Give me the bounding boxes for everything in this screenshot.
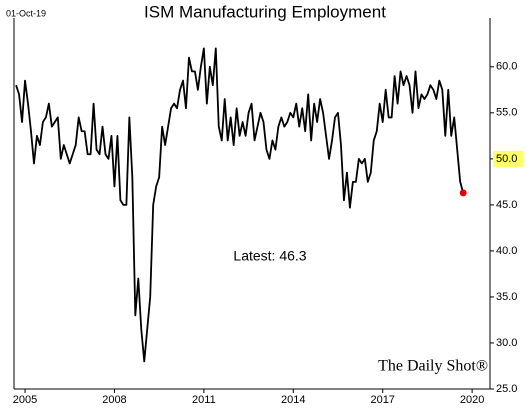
y-tick-label: 45.0 (496, 199, 517, 211)
y-tick-label: 30.0 (496, 337, 517, 349)
y-tick-label: 40.0 (496, 245, 517, 257)
x-tick-label: 2017 (370, 394, 394, 406)
annotation: Latest: 46.3 (233, 248, 306, 264)
y-tick-label: 50.0 (496, 153, 517, 165)
x-tick-label: 2011 (192, 394, 216, 406)
y-tick-label: 25.0 (496, 383, 517, 395)
series-line (15, 47, 465, 363)
watermark: The Daily Shot® (378, 358, 488, 375)
date-stamp: 01-Oct-19 (6, 8, 46, 18)
y-tick-label: 35.0 (496, 291, 517, 303)
chart-title: ISM Manufacturing Employment (144, 2, 386, 21)
y-tick-label: 55.0 (496, 107, 517, 119)
x-tick-label: 2005 (13, 394, 37, 406)
y-tick-label: 60.0 (496, 61, 517, 73)
x-tick-label: 2020 (460, 394, 484, 406)
x-tick-label: 2008 (102, 394, 126, 406)
x-tick-label: 2014 (281, 394, 305, 406)
tick-highlight (493, 150, 523, 167)
latest-point (459, 189, 467, 197)
